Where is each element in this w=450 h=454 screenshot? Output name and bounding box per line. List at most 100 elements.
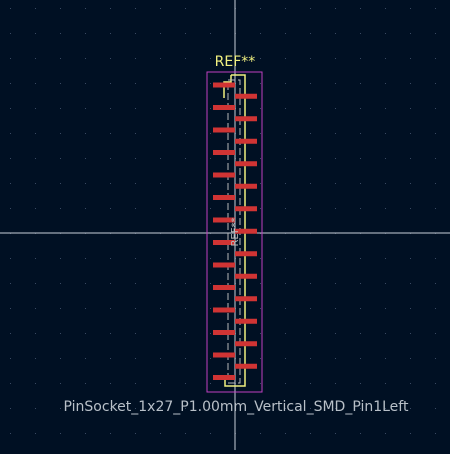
grid-dot xyxy=(60,433,61,434)
grid-dot xyxy=(10,408,11,409)
pad-14[interactable] xyxy=(235,228,257,234)
grid-dot xyxy=(410,258,411,259)
pad-24[interactable] xyxy=(235,341,257,347)
pad-7[interactable] xyxy=(213,150,235,155)
pad-1[interactable] xyxy=(213,82,235,88)
grid-dot xyxy=(410,283,411,284)
grid-dot xyxy=(410,333,411,334)
grid-dot xyxy=(60,308,61,309)
pad-19[interactable] xyxy=(213,285,235,290)
grid-dot xyxy=(385,408,386,409)
grid-dot xyxy=(435,58,436,59)
pad-10[interactable] xyxy=(235,183,257,189)
grid-dot xyxy=(260,183,261,184)
grid-dot xyxy=(185,33,186,34)
grid-dot xyxy=(10,183,11,184)
grid-dot xyxy=(135,58,136,59)
grid-dot xyxy=(260,333,261,334)
grid-dot xyxy=(85,83,86,84)
grid-dot xyxy=(260,108,261,109)
pad-20[interactable] xyxy=(235,296,257,302)
grid-dot xyxy=(10,8,11,9)
grid-dot xyxy=(35,8,36,9)
grid-dot xyxy=(385,183,386,184)
grid-dot xyxy=(335,58,336,59)
pad-8[interactable] xyxy=(235,161,257,167)
grid-dot xyxy=(285,358,286,359)
pad-11[interactable] xyxy=(213,195,235,200)
grid-dot xyxy=(310,8,311,9)
grid-dot xyxy=(135,408,136,409)
pad-26[interactable] xyxy=(235,363,257,369)
grid-dot xyxy=(10,33,11,34)
reference-designator[interactable]: REF** xyxy=(215,54,256,70)
grid-dot xyxy=(85,183,86,184)
grid-dot xyxy=(210,383,211,384)
grid-dot xyxy=(85,308,86,309)
grid-dot xyxy=(10,333,11,334)
grid-dot xyxy=(260,208,261,209)
grid-dot xyxy=(335,158,336,159)
grid-dot xyxy=(110,408,111,409)
fab-reference-designator[interactable]: REF** xyxy=(230,217,241,246)
grid-dot xyxy=(160,108,161,109)
grid-dot xyxy=(185,58,186,59)
grid-dot xyxy=(185,183,186,184)
grid-dot xyxy=(435,358,436,359)
grid-dot xyxy=(85,283,86,284)
grid-dot xyxy=(335,358,336,359)
grid-dot xyxy=(35,158,36,159)
pad-23[interactable] xyxy=(213,330,235,335)
grid-dot xyxy=(60,358,61,359)
pad-17[interactable] xyxy=(213,262,235,268)
grid-dot xyxy=(85,33,86,34)
pad-3[interactable] xyxy=(213,105,235,110)
grid-dot xyxy=(10,208,11,209)
grid-dot xyxy=(410,8,411,9)
footprint-value-label[interactable]: PinSocket_1x27_P1.00mm_Vertical_SMD_Pin1… xyxy=(64,399,409,415)
grid-dot xyxy=(185,108,186,109)
grid-dot xyxy=(360,283,361,284)
pad-6[interactable] xyxy=(235,138,257,144)
pad-2[interactable] xyxy=(235,93,257,99)
pad-5[interactable] xyxy=(213,127,235,133)
grid-dot xyxy=(385,83,386,84)
pad-22[interactable] xyxy=(235,318,257,324)
pad-12[interactable] xyxy=(235,206,257,212)
grid-dot xyxy=(360,433,361,434)
grid-dot xyxy=(285,183,286,184)
grid-dot xyxy=(60,158,61,159)
pad-27[interactable] xyxy=(213,375,235,380)
grid-dot xyxy=(35,433,36,434)
grid-dot xyxy=(410,433,411,434)
grid-dot xyxy=(360,358,361,359)
pad-21[interactable] xyxy=(213,307,235,313)
grid-dot xyxy=(410,108,411,109)
grid-dot xyxy=(310,433,311,434)
pad-9[interactable] xyxy=(213,172,235,178)
pad-15[interactable] xyxy=(213,240,235,245)
grid-dot xyxy=(160,383,161,384)
grid-dot xyxy=(335,133,336,134)
grid-dot xyxy=(135,258,136,259)
grid-dot xyxy=(435,433,436,434)
pad-4[interactable] xyxy=(235,116,257,122)
grid-dot xyxy=(310,33,311,34)
grid-dot xyxy=(35,408,36,409)
grid-dot xyxy=(285,308,286,309)
grid-dot xyxy=(135,358,136,359)
grid-dot xyxy=(335,83,336,84)
pad-13[interactable] xyxy=(213,217,235,223)
grid-dot xyxy=(135,208,136,209)
pad-16[interactable] xyxy=(235,251,257,257)
pad-18[interactable] xyxy=(235,273,257,279)
grid-dot xyxy=(135,108,136,109)
grid-dot xyxy=(210,208,211,209)
grid-dot xyxy=(35,183,36,184)
pad-25[interactable] xyxy=(213,352,235,358)
grid-dot xyxy=(385,158,386,159)
grid-dot xyxy=(210,58,211,59)
grid-dot xyxy=(110,208,111,209)
